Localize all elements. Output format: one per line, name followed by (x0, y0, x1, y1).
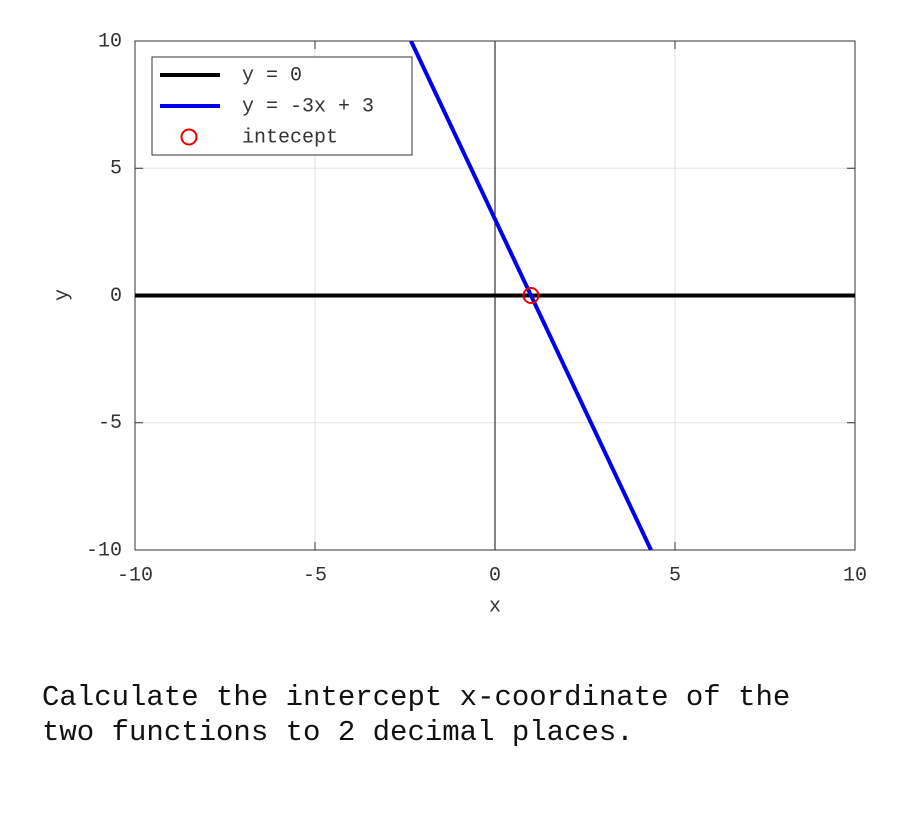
y-tick-label: 0 (110, 285, 122, 308)
y-axis-label: y (51, 289, 74, 301)
y-tick-label: -5 (98, 412, 122, 435)
y-tick-label: -10 (86, 539, 122, 562)
y-tick-label: 10 (98, 30, 122, 53)
x-tick-label: -5 (303, 564, 327, 587)
x-tick-label: 5 (669, 564, 681, 587)
x-axis-label: x (489, 595, 501, 618)
legend-label: y = -3x + 3 (242, 95, 374, 118)
x-tick-label: 0 (489, 564, 501, 587)
question: Calculate the intercept x-coordinate of … (42, 681, 791, 749)
y-tick-label: 5 (110, 158, 122, 181)
series-line (409, 41, 653, 550)
legend-label: y = 0 (242, 64, 302, 87)
legend-label: intecept (242, 126, 338, 149)
x-tick-label: -10 (117, 564, 153, 587)
x-tick-label: 10 (843, 564, 867, 587)
legend-marker (180, 128, 198, 146)
chart: x y -10 -5 0 5 10 -10 -5 0 5 10 y = 0 y = -3x + 3 in… (51, 30, 867, 618)
intercept-marker (522, 287, 540, 304)
